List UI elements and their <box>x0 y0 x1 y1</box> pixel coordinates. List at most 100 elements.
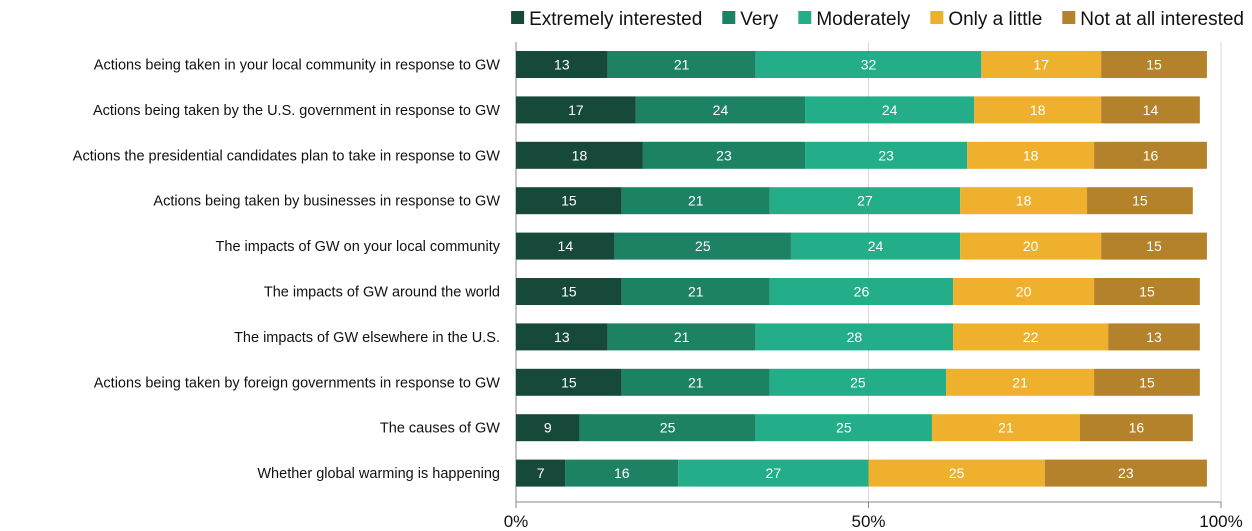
data-label: 15 <box>1139 374 1155 390</box>
bar-segment <box>516 232 615 260</box>
category-labels: Actions being taken in your local commun… <box>73 58 501 483</box>
data-label: 16 <box>1129 420 1145 436</box>
bar-segment <box>621 368 770 396</box>
data-label: 25 <box>660 420 676 436</box>
data-label: 24 <box>868 238 884 254</box>
bar-segment <box>579 414 756 442</box>
data-label: 17 <box>568 102 584 118</box>
data-label: 21 <box>998 420 1014 436</box>
legend-label: Not at all interested <box>1080 9 1244 30</box>
data-label: 18 <box>1016 193 1032 209</box>
data-label: 25 <box>695 238 711 254</box>
bar-segment <box>516 459 566 487</box>
data-label: 23 <box>716 147 732 163</box>
data-label: 18 <box>572 147 588 163</box>
bar-segment <box>769 278 954 305</box>
data-label: 28 <box>847 329 863 345</box>
bar-segment <box>1101 96 1200 124</box>
data-label: 7 <box>537 465 545 481</box>
x-axis-ticks: 0% 50% 100% <box>504 512 1243 531</box>
bar-segment <box>974 96 1102 124</box>
bar-segment <box>953 278 1095 305</box>
legend-item: Moderately <box>798 9 911 30</box>
data-label: 32 <box>861 57 877 73</box>
data-label: 14 <box>1143 102 1159 118</box>
bar-segment <box>953 323 1109 351</box>
data-label: 26 <box>854 284 870 300</box>
bar-segment <box>516 414 580 442</box>
bar-segment <box>642 141 806 169</box>
bar-segment <box>516 368 622 396</box>
legend-label: Moderately <box>816 9 910 30</box>
bar-segment <box>607 323 756 351</box>
bar-segment <box>516 187 622 215</box>
bar-segment <box>621 187 770 215</box>
legend-swatch <box>930 11 944 24</box>
data-label: 21 <box>688 284 704 300</box>
x-tick-label: 50% <box>851 512 885 531</box>
data-label: 15 <box>1146 238 1162 254</box>
bar-segment <box>1094 368 1200 396</box>
legend-swatch <box>798 11 812 24</box>
bar-segment <box>1087 187 1193 215</box>
data-label: 15 <box>561 193 577 209</box>
legend-item: Not at all interested <box>1062 9 1244 30</box>
data-label: 17 <box>1033 57 1049 73</box>
bar-segment <box>805 96 975 124</box>
legend-item: Only a little <box>930 9 1042 30</box>
legend-item: Very <box>722 9 779 30</box>
category-label: The impacts of GW elsewhere in the U.S. <box>234 330 500 346</box>
data-label: 16 <box>1143 147 1159 163</box>
data-label: 27 <box>766 465 782 481</box>
category-label: The impacts of GW around the world <box>264 285 500 301</box>
data-label: 15 <box>561 374 577 390</box>
data-label: 15 <box>561 284 577 300</box>
bar-segment <box>565 459 679 487</box>
data-label: 16 <box>614 465 630 481</box>
x-tick-label: 0% <box>504 512 529 531</box>
bar-segment <box>790 232 961 260</box>
bar-segment <box>516 278 622 305</box>
bar-segment <box>621 278 770 305</box>
bar-segment <box>516 141 643 169</box>
bar-segment <box>755 323 954 351</box>
data-label: 18 <box>1023 147 1039 163</box>
data-label: 21 <box>688 374 704 390</box>
data-label: 9 <box>544 420 552 436</box>
data-label: 21 <box>1012 374 1028 390</box>
bar-segment <box>769 187 961 215</box>
data-label: 20 <box>1016 284 1032 300</box>
bar-segment <box>614 232 791 260</box>
bar-segment <box>1080 414 1193 442</box>
bar-segment <box>607 51 756 78</box>
bar-segment <box>960 232 1102 260</box>
data-label: 21 <box>688 193 704 209</box>
bar-segment <box>1101 51 1207 78</box>
category-label: The impacts of GW on your local communit… <box>216 239 501 255</box>
data-label: 13 <box>1146 329 1162 345</box>
legend-swatch <box>1062 11 1076 24</box>
bar-segment <box>678 459 869 487</box>
data-label: 14 <box>558 238 574 254</box>
data-label: 15 <box>1146 57 1162 73</box>
bar-segment <box>960 187 1088 215</box>
bar-segment <box>946 368 1095 396</box>
bar-segment <box>931 414 1080 442</box>
category-label: Actions the presidential candidates plan… <box>73 148 501 164</box>
bar-segment <box>1101 232 1207 260</box>
category-label: Actions being taken by the U.S. governme… <box>93 103 500 119</box>
data-label: 25 <box>949 465 965 481</box>
data-label: 25 <box>836 420 852 436</box>
bar-segment <box>805 141 968 169</box>
category-label: Actions being taken by businesses in res… <box>153 194 500 210</box>
data-label: 27 <box>857 193 873 209</box>
data-label: 18 <box>1030 102 1046 118</box>
data-label: 21 <box>674 329 690 345</box>
data-label: 15 <box>1139 284 1155 300</box>
bar-segment <box>516 96 636 124</box>
bar-segment <box>516 51 608 78</box>
bar-segment <box>635 96 806 124</box>
data-label: 22 <box>1023 329 1039 345</box>
data-label: 20 <box>1023 238 1039 254</box>
